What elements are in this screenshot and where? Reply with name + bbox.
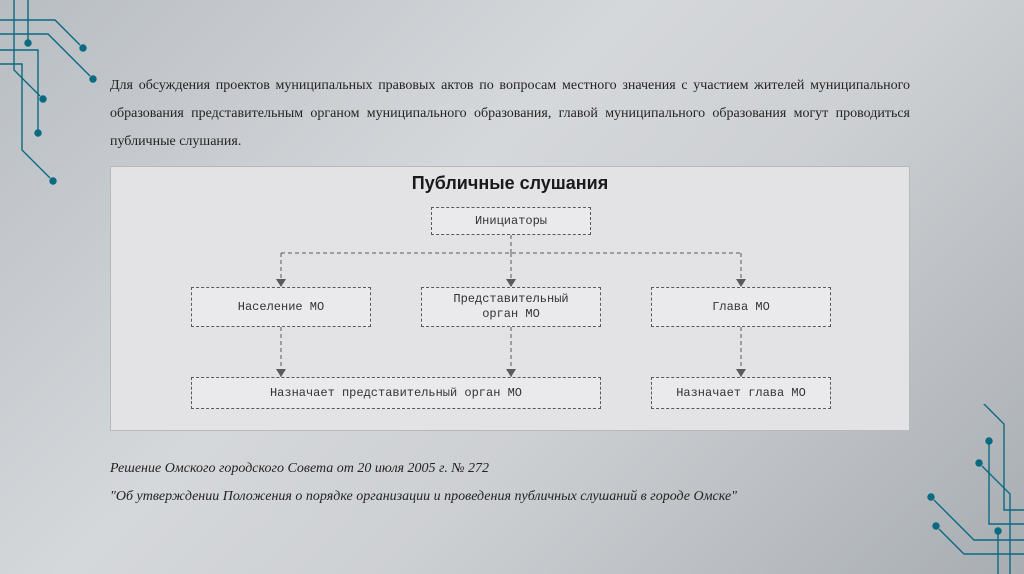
arrowhead-icon <box>736 369 746 377</box>
node-initiators: Инициаторы <box>431 207 591 235</box>
node-head: Глава МО <box>651 287 831 327</box>
arrowhead-icon <box>506 369 516 377</box>
flowchart: Публичные слушания <box>110 166 910 431</box>
arrowhead-icon <box>506 279 516 287</box>
footer-line2: "Об утверждении Положения о порядке орга… <box>110 483 910 511</box>
arrowhead-icon <box>276 369 286 377</box>
node-assign-head: Назначает глава МО <box>651 377 831 409</box>
node-population: Население МО <box>191 287 371 327</box>
arrowhead-icon <box>276 279 286 287</box>
circuit-decoration-br <box>894 404 1024 574</box>
content-region: Для обсуждения проектов муниципальных пр… <box>110 72 910 511</box>
footer-line1: Решение Омского городского Совета от 20 … <box>110 455 910 483</box>
node-assign-rep: Назначает представительный орган МО <box>191 377 601 409</box>
intro-paragraph: Для обсуждения проектов муниципальных пр… <box>110 72 910 156</box>
arrowhead-icon <box>736 279 746 287</box>
node-rep-body: Представительный орган МО <box>421 287 601 327</box>
footer-citation: Решение Омского городского Совета от 20 … <box>110 455 910 511</box>
